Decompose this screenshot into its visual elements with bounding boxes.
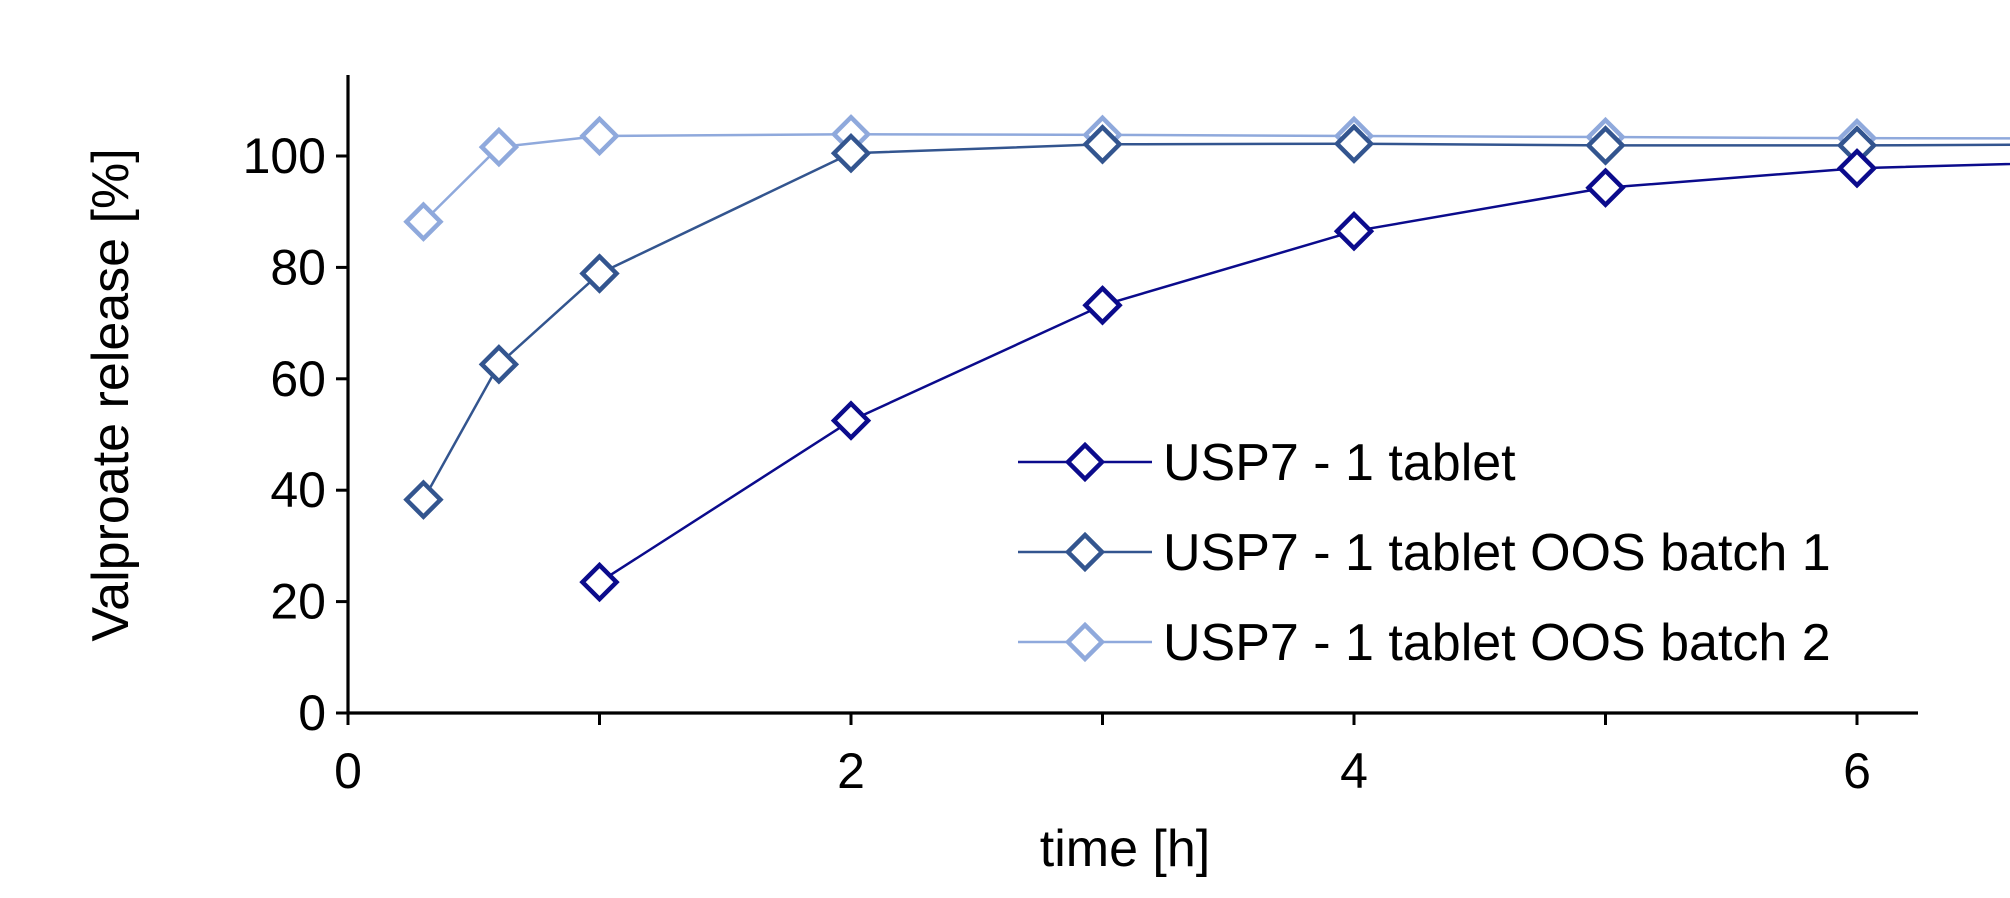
data-point <box>830 400 872 441</box>
data-point <box>1836 148 1878 189</box>
series-3 <box>403 114 2010 242</box>
legend-label: USP7 - 1 tablet <box>1163 434 1516 492</box>
legend-item-1: USP7 - 1 tablet <box>1018 434 1516 492</box>
data-point <box>1082 124 1123 165</box>
y-tick-label: 0 <box>298 685 326 741</box>
data-point <box>1082 285 1123 326</box>
ticks-layer: 024681012020406080100 <box>243 128 1871 799</box>
data-point <box>1585 125 1626 166</box>
x-tick-label: 0 <box>334 743 362 799</box>
series-line <box>422 133 2010 223</box>
x-axis-title: time [h] <box>1040 820 1211 878</box>
legend-label: USP7 - 1 tablet OOS batch 2 <box>1163 614 1831 672</box>
data-point <box>1333 211 1375 252</box>
data-point <box>403 479 444 520</box>
data-point <box>830 133 872 174</box>
legend-item-2: USP7 - 1 tablet OOS batch 1 <box>1018 524 1831 582</box>
series-line <box>598 162 2010 584</box>
data-point <box>478 126 520 168</box>
series-layer <box>403 114 2010 603</box>
x-tick-label: 2 <box>837 743 865 799</box>
data-point <box>1333 123 1375 164</box>
legend-marker <box>1064 531 1106 573</box>
x-tick-label: 6 <box>1843 743 1871 799</box>
y-tick-label: 100 <box>243 128 326 184</box>
legend-label: USP7 - 1 tablet OOS batch 1 <box>1163 524 1831 582</box>
data-point <box>579 253 620 294</box>
legend-item-3: USP7 - 1 tablet OOS batch 2 <box>1018 614 1831 672</box>
legend-marker <box>1064 441 1106 483</box>
series-2 <box>403 123 2010 520</box>
y-axis-title: Valproate release [%] <box>82 148 140 641</box>
y-tick-label: 40 <box>270 462 326 518</box>
data-point <box>579 115 620 157</box>
data-point <box>1585 167 1626 208</box>
y-tick-label: 60 <box>270 351 326 407</box>
data-point <box>478 344 520 385</box>
series-1 <box>579 148 2010 603</box>
y-tick-label: 20 <box>270 574 326 630</box>
legend-marker <box>1064 621 1106 663</box>
x-tick-label: 4 <box>1340 743 1368 799</box>
y-tick-label: 80 <box>270 239 326 295</box>
series-line <box>422 142 2010 501</box>
data-point <box>403 201 444 242</box>
data-point <box>579 561 620 603</box>
legend: USP7 - 1 tablet USP7 - 1 tablet OOS batch… <box>1018 434 1831 672</box>
